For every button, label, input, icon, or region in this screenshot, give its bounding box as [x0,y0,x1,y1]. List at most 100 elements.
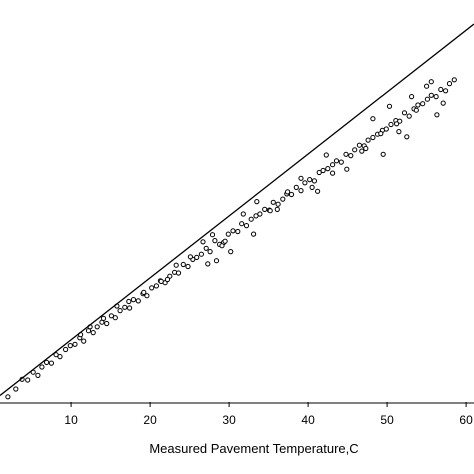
data-point [420,101,426,107]
data-point [344,166,350,172]
data-point [438,86,444,93]
data-point [288,191,295,198]
data-point [164,276,171,283]
data-point [212,238,218,244]
data-point [386,103,393,109]
data-point [251,231,257,237]
data-point [253,213,259,219]
data-point [267,208,273,214]
data-point [57,354,63,360]
data-point [94,324,100,330]
data-point [274,206,280,212]
data-point [330,170,336,176]
data-point [365,137,371,143]
data-point [213,258,220,264]
data-point [396,129,402,135]
data-point [35,372,41,378]
data-point [348,153,354,159]
data-point [180,261,186,268]
data-point [209,232,216,238]
data-point [130,297,137,303]
data-point [370,134,376,141]
data-point [406,113,412,119]
data-point [443,88,449,94]
data-point [262,206,268,212]
x-axis-ticks: 10 20 30 40 50 60 [64,402,473,427]
data-point [235,228,241,235]
data-point [198,251,204,257]
data-point [100,315,107,321]
data-point [352,147,358,153]
data-point [370,116,376,122]
data-point [104,320,110,327]
data-point [67,343,73,349]
data-point [48,360,55,366]
data-point [270,199,276,205]
plot-frame [0,402,474,404]
data-point [200,239,206,245]
data-point [81,338,87,344]
data-point [378,131,384,137]
data-point [248,216,254,222]
data-point [307,177,313,183]
data-point [194,254,200,260]
data-point [363,145,369,152]
data-point [153,283,159,289]
data-point [293,184,299,190]
data-point [222,238,228,244]
x-tick-label: 60 [459,413,473,427]
data-point [225,231,231,237]
data-point [141,289,147,295]
data-point [185,263,191,270]
data-point [173,262,179,268]
x-tick-label: 20 [143,413,157,427]
data-point [53,352,59,358]
data-point [380,151,386,157]
data-point [90,330,96,336]
data-point [333,158,340,164]
x-tick-label: 30 [222,413,236,427]
data-point [228,249,234,255]
data-point [63,346,69,353]
data-point [433,94,439,100]
data-point [25,377,31,383]
data-point [127,305,133,311]
data-point [434,112,440,118]
x-tick-label: 10 [64,413,78,427]
data-point [72,341,78,347]
data-point [388,121,394,128]
data-point [315,188,321,194]
data-point [243,223,250,229]
data-point [394,121,400,127]
data-point [323,152,329,158]
data-point [117,308,123,314]
x-tick-label: 50 [380,413,394,427]
data-point [257,211,263,217]
data-point [409,94,415,100]
data-point [320,167,326,174]
data-point [175,270,182,276]
data-point [285,189,291,195]
data-point [219,243,225,249]
data-point [112,315,118,321]
data-point [298,188,304,194]
data-point [413,107,419,113]
data-point [126,298,132,305]
data-point [424,96,430,102]
data-point [325,166,331,172]
data-point [330,162,336,168]
data-point [383,126,389,132]
data-point [415,102,421,108]
data-point [311,178,317,184]
data-point [13,386,19,392]
data-point [203,245,209,251]
data-point [254,199,260,205]
x-axis-title: Measured Pavement Temperature,C [149,441,358,456]
data-point [205,261,211,267]
data-point [338,159,344,165]
data-point [404,134,410,140]
data-point [239,221,245,227]
data-point [316,169,322,176]
data-point [230,228,236,234]
